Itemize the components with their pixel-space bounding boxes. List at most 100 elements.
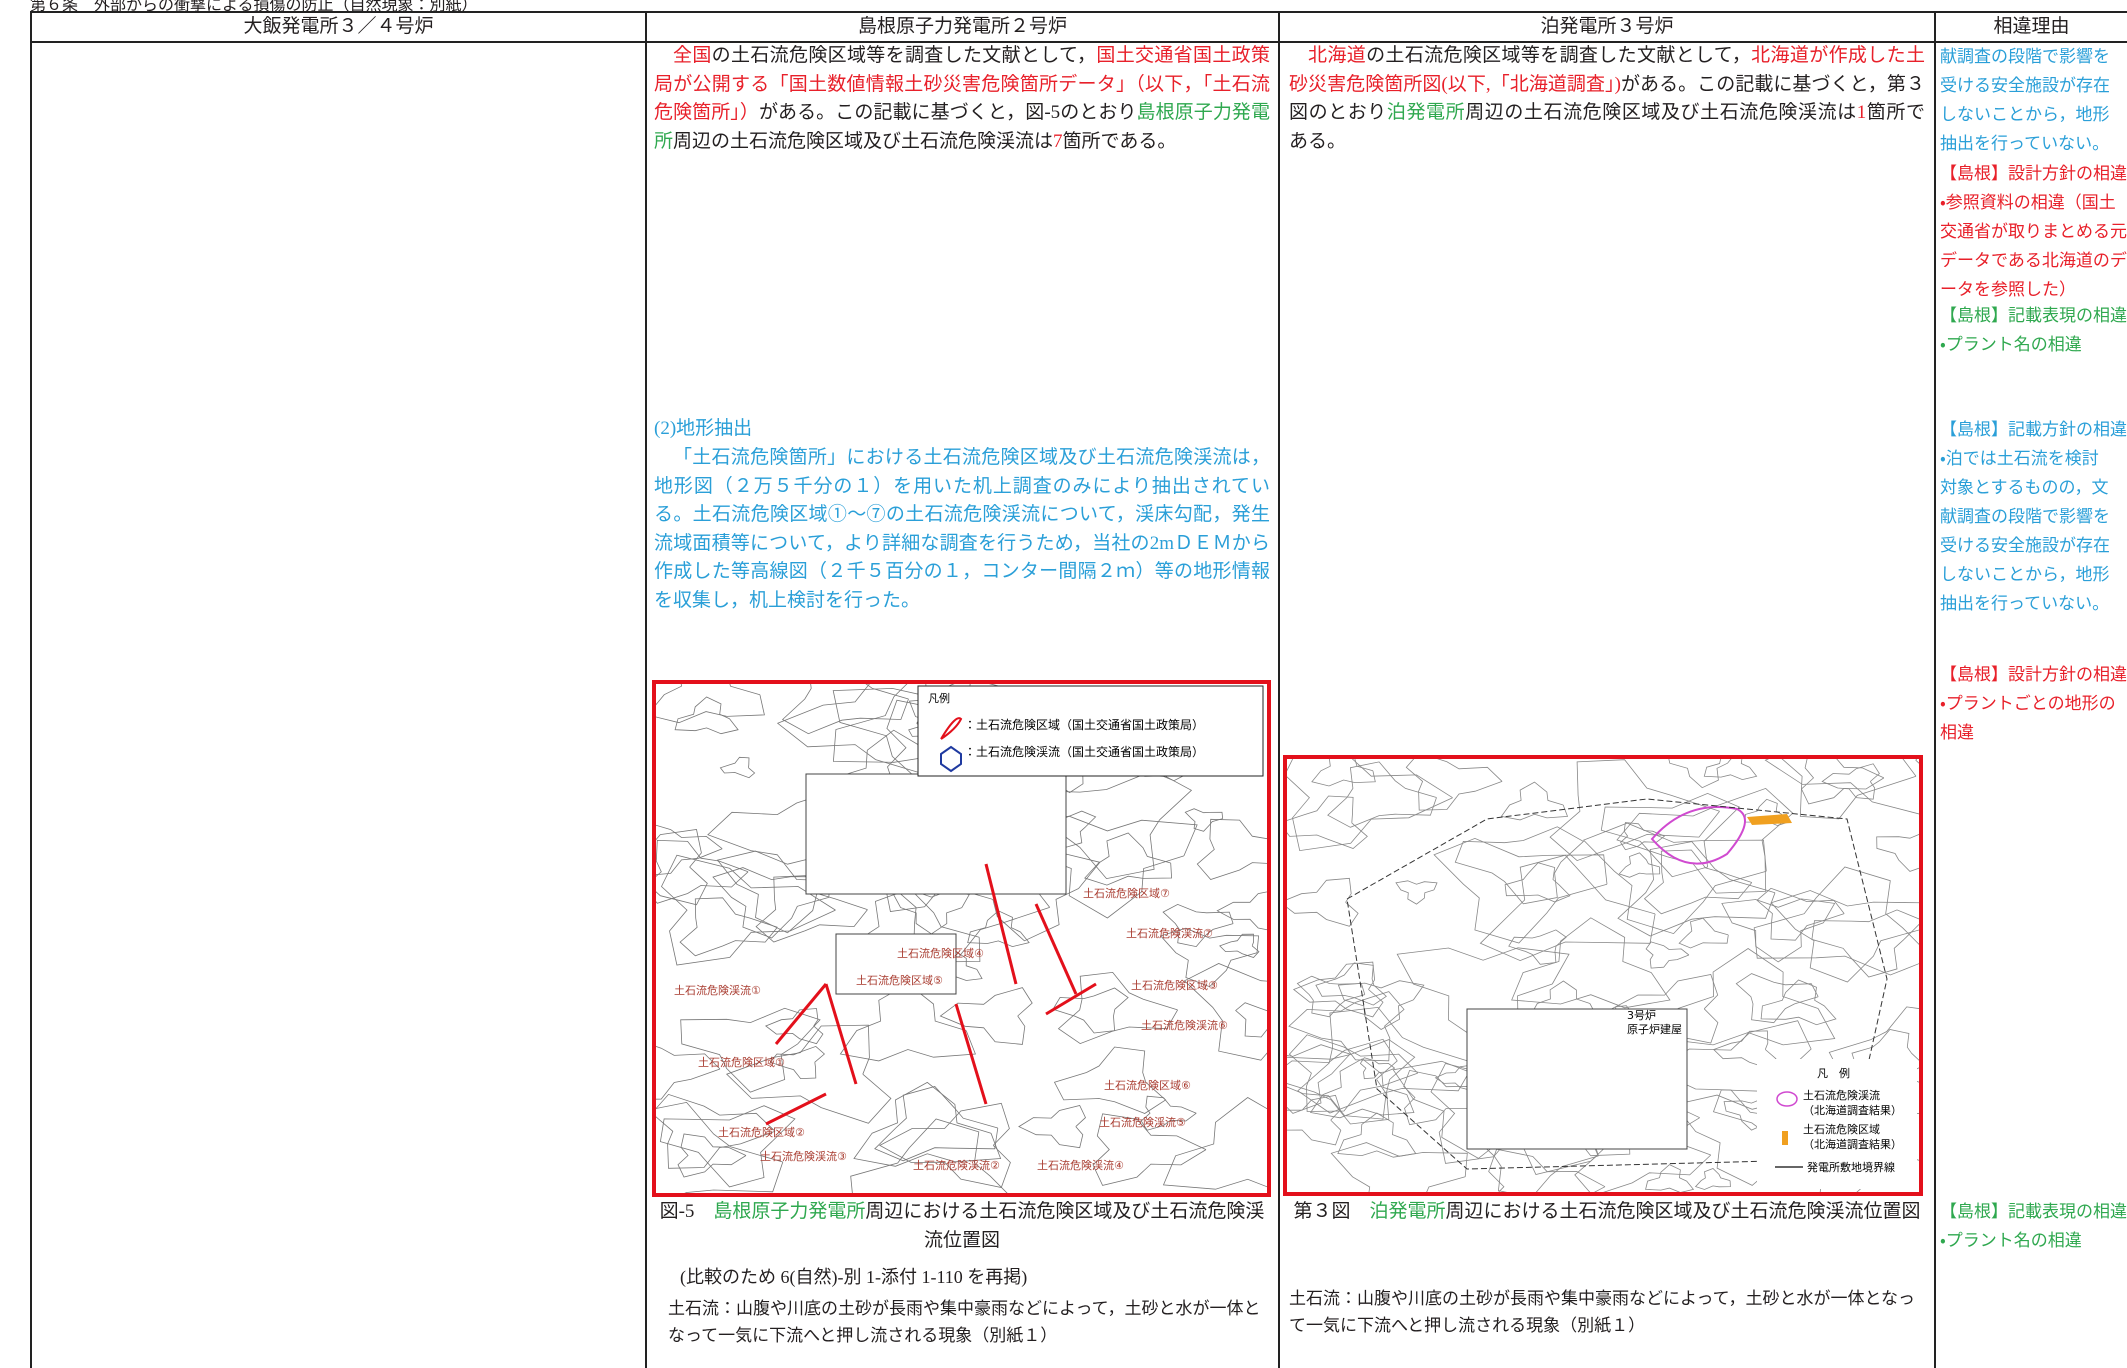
legend-swatch (1776, 1091, 1798, 1107)
contour (1183, 963, 1267, 1061)
text-run: 島根原子力発電所 (654, 102, 1270, 152)
contour (1162, 903, 1234, 948)
contour (1092, 1113, 1207, 1186)
contour (1288, 991, 1405, 1062)
reason-line: 【島根】記載方針の相違 (1940, 420, 2127, 439)
table-border (30, 41, 2127, 43)
map-label: 土石流危険渓流⑦ (1126, 927, 1213, 940)
reason-block: 献調査の段階で影響を 受ける安全施設が存在 しないことから，地形 抽出を行っていない。 (1940, 42, 2127, 158)
map-label: 土石流危険区域⑦ (1083, 887, 1170, 900)
contour (1756, 887, 1845, 941)
map-label: 3号炉 (1627, 1009, 1656, 1022)
contour (725, 1024, 892, 1124)
reason-line: データである北海道のデ (1940, 251, 2127, 270)
legend-item: 土石流危険渓流 (1803, 1089, 1880, 1102)
contour (1053, 1046, 1167, 1114)
section-heading: (2)地形抽出 (654, 418, 753, 439)
text-run: 全国 (673, 45, 712, 66)
flow-arrow (774, 983, 828, 1045)
contour (656, 824, 723, 876)
contour (1311, 759, 1376, 787)
reason-line: 受ける安全施設が存在 (1940, 76, 2110, 95)
map-label: 土石流危険区域④ (897, 947, 984, 960)
contour (1330, 1142, 1468, 1192)
contour (1337, 1112, 1417, 1158)
debris-area (1747, 814, 1792, 825)
contour (1287, 1039, 1416, 1125)
flow-arrow (984, 863, 1018, 985)
text-run: 1 (1856, 102, 1867, 123)
flow-arrow (824, 983, 858, 1085)
figure-caption: 第３図 泊発電所周辺における土石流危険区域及び土石流危険渓流位置図 (1289, 1198, 1925, 1227)
contour (1162, 1097, 1267, 1190)
text-run: 北海道が作成した土砂災害危険箇所図(以下,「北海道調査」) (1289, 45, 1925, 95)
contour (656, 829, 708, 906)
reason-line: 相違 (1940, 723, 1974, 742)
contour (1801, 759, 1885, 805)
reason-line: しないことから，地形 (1940, 105, 2110, 124)
text-run: 泊発電所 (1369, 1201, 1446, 1222)
legend-title: 凡 例 (1817, 1066, 1850, 1080)
note: (比較のため 6(自然)-別 1-添付 1-110 を再掲) (680, 1267, 1028, 1287)
map-label: 土石流危険区域⑤ (856, 974, 943, 987)
contour (1454, 826, 1585, 905)
contour (1235, 1002, 1267, 1038)
figure-caption: 図-5 島根原子力発電所周辺における土石流危険区域及び土石流危険渓流位置図 (654, 1198, 1270, 1255)
contour (853, 1081, 1002, 1167)
map-label: 土石流危険渓流③ (760, 1150, 847, 1163)
contour (1018, 1105, 1086, 1149)
text-run: がある。この記載に基づくと，図-5のとおり (758, 102, 1137, 123)
legend-item: ：土石流危険区域（国土交通省国土政策局） (964, 718, 1204, 732)
definition: 土石流：山腹や川底の土砂が長雨や集中豪雨などによって，土砂と水が一体となって一気… (668, 1299, 1261, 1345)
contour (839, 983, 976, 1062)
reason-block: 【島根】設計方針の相違 ・参照資料の相違（国土 交通省が取りまとめる元 データである北… (1940, 159, 2127, 304)
text-run: 国土交通省国土政策局が公開する「国土数値情報土砂災害危険箇所データ」（以下，「土… (654, 45, 1270, 123)
map-label: 土石流危険区域⑥ (1104, 1079, 1191, 1092)
contour (1057, 971, 1178, 1045)
legend-item: 土石流危険区域 (1803, 1123, 1880, 1136)
text-run: 周辺における土石流危険区域及び土石流危険渓流位置図 (865, 1201, 1265, 1251)
reason-line: 【島根】設計方針の相違 (1940, 665, 2127, 684)
contour (674, 696, 739, 735)
contour (656, 1046, 721, 1100)
contour (1549, 759, 1720, 862)
contour (1297, 1006, 1475, 1114)
contour (1288, 1034, 1419, 1112)
map-label: 土石流危険渓流④ (1037, 1159, 1124, 1172)
contour (1645, 1164, 1695, 1192)
reason-line: ・プラントごとの地形の (1940, 694, 2116, 713)
table-border (30, 11, 2127, 13)
contour (1159, 927, 1260, 988)
debris-stream (1650, 806, 1746, 865)
contour (656, 1101, 784, 1193)
reason-line: ータを参照した） (1940, 280, 2076, 299)
map-label: 土石流危険区域② (718, 1126, 805, 1139)
text-run: の土石流危険区域等を調査した文献として， (711, 45, 1097, 66)
legend-swatch (940, 717, 963, 740)
contour (1643, 849, 1753, 915)
contour (1084, 832, 1173, 886)
column-header: 泊発電所３号炉 (1540, 16, 1674, 37)
reason-line: ・プラント名の相違 (1940, 1231, 2082, 1250)
contour (1359, 1057, 1395, 1080)
text-run: 7 (1053, 130, 1063, 152)
contour (1287, 1094, 1342, 1146)
building (835, 933, 957, 995)
contour (1395, 880, 1438, 905)
contour (1694, 1168, 1731, 1190)
paragraph: 全国の土石流危険区域等を調査した文献として，国土交通省国土政策局が公開する「国土… (654, 42, 1270, 156)
contour (1327, 761, 1437, 828)
column-header: 島根原子力発電所２号炉 (857, 16, 1067, 37)
contour (939, 987, 1033, 1045)
contour (1219, 933, 1260, 958)
contour (1616, 787, 1794, 894)
contour (1337, 980, 1425, 1030)
paragraph: 「土石流危険箇所」における土石流危険区域及び土石流危険渓流は，地形図（２万５千分… (654, 447, 1270, 611)
contour (1405, 759, 1503, 811)
flow-arrow (765, 1092, 827, 1126)
text-run: 周辺の土石流危険区域及び土石流危険渓流は (673, 130, 1054, 152)
legend-item: （北海道調査結果） (1803, 1103, 1902, 1117)
page-header: 第６条 外部からの衝撃による損傷の防止（自然現象：別紙） (30, 0, 478, 14)
legend-item: ：土石流危険渓流（国土交通省国土政策局） (964, 745, 1204, 759)
